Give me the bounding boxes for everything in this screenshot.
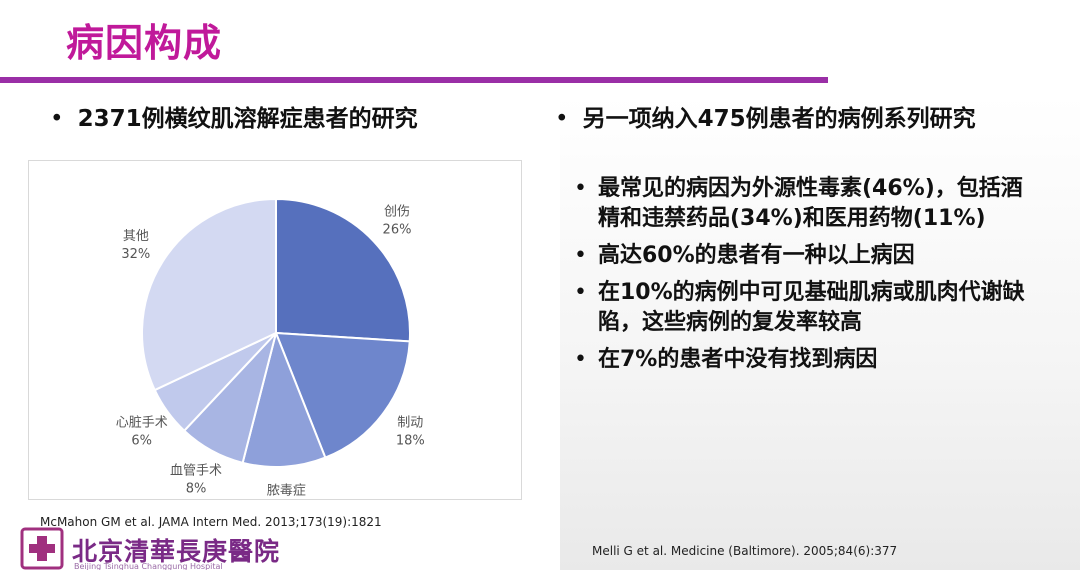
pie-slice-value-label: 6% — [131, 434, 152, 449]
pie-slice-name-label: 血管手术 — [170, 463, 222, 478]
right-citation: Melli G et al. Medicine (Baltimore). 200… — [592, 544, 898, 558]
pie-slice — [141, 197, 277, 392]
hospital-logo-icon — [20, 527, 64, 570]
left-subhead-text: 2371例横纹肌溶解症患者的研究 — [77, 106, 418, 132]
title-underline — [0, 77, 828, 83]
left-citation: McMahon GM et al. JAMA Intern Med. 2013;… — [40, 515, 382, 529]
findings-list: 最常见的病因为外源性毒素(46%)，包括酒精和违禁药品(34%)和医用药物(11… — [572, 174, 1042, 382]
hospital-english-name: Beijing Tsinghua Changgung Hospital — [74, 562, 223, 570]
pie-slice-name-label: 制动 — [397, 416, 423, 431]
pie-slice-name-label: 脓毒症 — [267, 483, 306, 499]
pie-slice-value-label: 8% — [186, 481, 207, 496]
pie-slice-value-label: 32% — [121, 247, 150, 262]
left-subhead: • 2371例横纹肌溶解症患者的研究 — [50, 99, 418, 133]
hospital-name: 北京清華長庚醫院 — [72, 537, 281, 566]
finding-item: 在7%的患者中没有找到病因 — [572, 345, 1042, 375]
finding-item: 高达60%的患者有一种以上病因 — [572, 241, 1042, 271]
pie-slice-value-label: 26% — [383, 222, 412, 237]
pie-slice-name-label: 心脏手术 — [116, 416, 168, 431]
pie-slice — [275, 197, 411, 343]
right-subhead-text: 另一项纳入475例患者的病例系列研究 — [582, 106, 976, 132]
finding-item: 最常见的病因为外源性毒素(46%)，包括酒精和违禁药品(34%)和医用药物(11… — [572, 174, 1042, 234]
pie-slice — [241, 329, 327, 468]
bullet-dot: • — [50, 106, 64, 132]
pie-slice — [274, 331, 411, 459]
pie-slice-name-label: 创伤 — [384, 204, 410, 219]
bullet-dot: • — [555, 106, 569, 132]
slide-title: 病因构成 — [66, 21, 223, 65]
pie-slice-name-label: 其他 — [123, 229, 149, 244]
pie-slice-value-label: 18% — [396, 434, 425, 449]
finding-item: 在10%的病例中可见基础肌病或肌肉代谢缺陷，这些病例的复发率较高 — [572, 278, 1042, 338]
right-subhead: • 另一项纳入475例患者的病例系列研究 — [555, 99, 976, 133]
